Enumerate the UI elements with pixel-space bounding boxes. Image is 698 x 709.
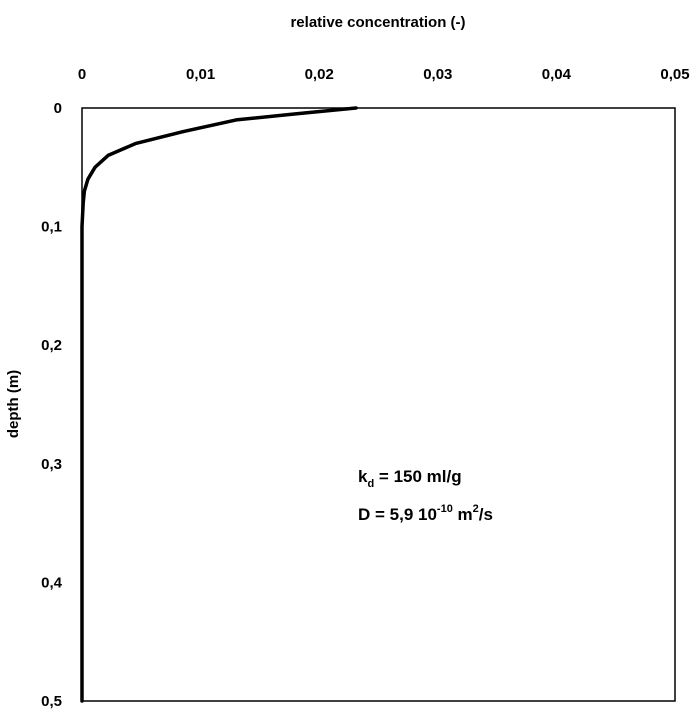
- x-tick-label: 0: [78, 66, 86, 83]
- x-tick-label: 0,05: [660, 66, 689, 83]
- kd-symbol: k: [358, 467, 368, 486]
- y-tick-label: 0,2: [41, 337, 62, 354]
- d-unit: m: [453, 505, 473, 524]
- d-exponent: -10: [437, 503, 453, 515]
- d-unit-end: /s: [479, 505, 493, 524]
- x-tick-label: 0,03: [423, 66, 452, 83]
- diffusion-annotation: D = 5,9 10-10 m2/s: [358, 503, 493, 524]
- y-tick-label: 0: [54, 100, 62, 117]
- y-tick-label: 0,5: [41, 693, 62, 709]
- plot-frame: [81, 107, 676, 702]
- y-tick-label: 0,3: [41, 456, 62, 473]
- d-unit-exponent: 2: [473, 503, 479, 515]
- x-axis-title: relative concentration (-): [290, 14, 465, 31]
- kd-annotation: kd = 150 ml/g: [358, 467, 462, 490]
- x-tick-labels: 0 0,01 0,02 0,03 0,04 0,05: [78, 66, 690, 83]
- concentration-profile-line: [80, 106, 358, 703]
- y-axis-title: depth (m): [5, 370, 22, 438]
- y-tick-label: 0,4: [41, 574, 63, 591]
- kd-value: = 150 ml/g: [374, 467, 461, 486]
- x-tick-label: 0,01: [186, 66, 215, 83]
- y-tick-label: 0,1: [41, 219, 62, 236]
- y-tick-labels: 0 0,1 0,2 0,3 0,4 0,5: [41, 100, 63, 709]
- x-tick-label: 0,02: [305, 66, 334, 83]
- d-base: D = 5,9 10: [358, 505, 437, 524]
- x-tick-label: 0,04: [542, 66, 572, 83]
- kd-subscript: d: [367, 478, 374, 490]
